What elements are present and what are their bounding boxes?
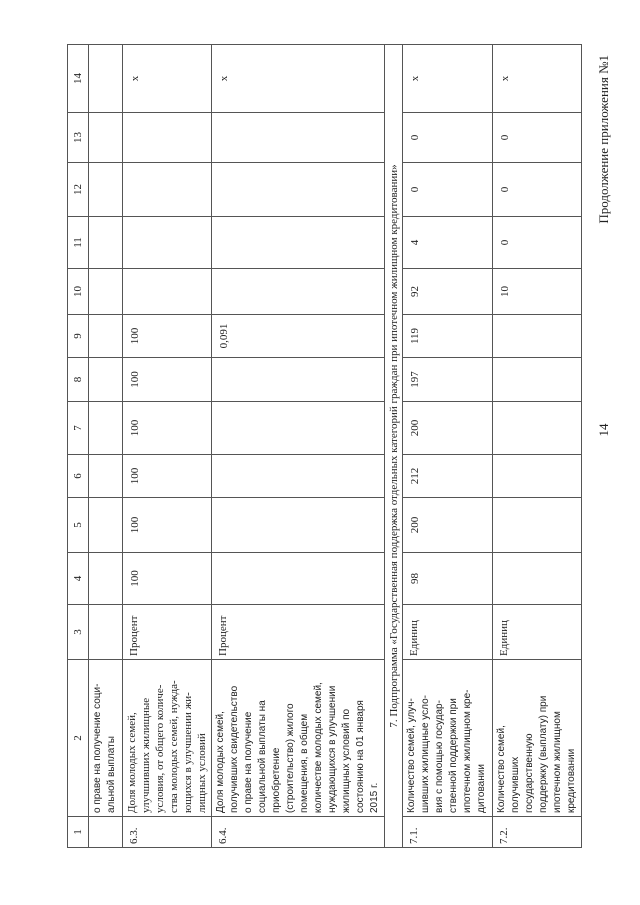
value-cell: 100: [122, 401, 212, 455]
column-header: 14: [67, 44, 89, 113]
unit: [88, 604, 123, 660]
column-header: 3: [67, 604, 89, 660]
indicator-name: Доля молодых семей, улучшивших жилищные …: [122, 659, 212, 817]
value-cell: x: [492, 44, 582, 113]
row-number: 7.1.: [402, 816, 493, 848]
value-cell: 119: [402, 314, 493, 358]
value-cell: [492, 314, 582, 358]
value-cell: 0: [492, 112, 582, 163]
unit: Единиц: [492, 604, 582, 660]
value-cell: 100: [122, 357, 212, 402]
value-cell: [492, 357, 582, 402]
value-cell: [211, 454, 385, 498]
column-header: 12: [67, 162, 89, 217]
value-cell: 0: [402, 112, 493, 163]
table-row: 6.3. Доля молодых семей, улучшивших жилищ…: [122, 44, 212, 848]
column-header: 11: [67, 216, 89, 269]
value-cell: 100: [122, 552, 212, 605]
value-cell: [492, 552, 582, 605]
indicators-table: 1 2 3 4 5 6 7 8 9 10 11 12 13 14 о праве на получение …: [67, 44, 582, 848]
value-cell: 200: [402, 401, 493, 455]
value-cell: 4: [402, 216, 493, 269]
value-cell: 0: [492, 162, 582, 217]
table-row: 7.2. Количество семей, получивших государ…: [492, 44, 582, 848]
subprogram-row: 7. Подпрограмма «Государственная поддерж…: [384, 44, 403, 848]
value-cell: [211, 216, 385, 269]
value-cell: x: [211, 44, 385, 113]
value-cell: 98: [402, 552, 493, 605]
continuation-label: Продолжение приложения №1: [596, 55, 611, 224]
value-cell: [492, 401, 582, 455]
value-cell: 0,091: [211, 314, 385, 358]
value-cell: [211, 552, 385, 605]
column-header: 10: [67, 268, 89, 315]
value-cell: [88, 314, 123, 358]
column-header: 1: [67, 816, 89, 848]
column-header: 13: [67, 112, 89, 163]
indicator-name: Доля молодых семей, получивших свидетель…: [211, 659, 385, 817]
value-cell: 100: [122, 314, 212, 358]
value-cell: x: [122, 44, 212, 113]
value-cell: [122, 268, 212, 315]
table-row: о праве на получение соци- альной выплат…: [88, 44, 123, 848]
subprogram-title: 7. Подпрограмма «Государственная поддерж…: [384, 44, 403, 848]
indicator-name: Количество семей, улуч- шивших жилищные …: [402, 659, 493, 817]
value-cell: 200: [402, 497, 493, 553]
indicator-name: Количество семей, получивших государстве…: [492, 659, 582, 817]
value-cell: 212: [402, 454, 493, 498]
row-number: 6.3.: [122, 816, 212, 848]
column-header: 7: [67, 401, 89, 455]
row-number: 7.2.: [492, 816, 582, 848]
column-header: 5: [67, 497, 89, 553]
value-cell: 92: [402, 268, 493, 315]
value-cell: [88, 357, 123, 402]
value-cell: [88, 112, 123, 163]
row-number: 6.4.: [211, 816, 385, 848]
unit: Процент: [211, 604, 385, 660]
value-cell: [492, 497, 582, 553]
value-cell: x: [402, 44, 493, 113]
unit: Единиц: [402, 604, 493, 660]
value-cell: [211, 162, 385, 217]
value-cell: [122, 112, 212, 163]
header-row: 1 2 3 4 5 6 7 8 9 10 11 12 13 14: [67, 44, 89, 848]
column-header: 2: [67, 659, 89, 817]
value-cell: [88, 268, 123, 315]
value-cell: [211, 112, 385, 163]
value-cell: 100: [122, 497, 212, 553]
value-cell: 0: [402, 162, 493, 217]
value-cell: [88, 454, 123, 498]
value-cell: [211, 268, 385, 315]
column-header: 6: [67, 454, 89, 498]
value-cell: [211, 497, 385, 553]
value-cell: [122, 162, 212, 217]
value-cell: [211, 401, 385, 455]
value-cell: [88, 216, 123, 269]
value-cell: 100: [122, 454, 212, 498]
row-number: [88, 816, 123, 848]
value-cell: [211, 357, 385, 402]
unit: Процент: [122, 604, 212, 660]
value-cell: [88, 552, 123, 605]
table-row: 6.4. Доля молодых семей, получивших свиде…: [211, 44, 385, 848]
value-cell: 0: [492, 216, 582, 269]
page-number: 14: [596, 423, 611, 437]
column-header: 4: [67, 552, 89, 605]
value-cell: 10: [492, 268, 582, 315]
value-cell: [492, 454, 582, 498]
value-cell: [122, 216, 212, 269]
value-cell: [88, 497, 123, 553]
value-cell: [88, 44, 123, 113]
table-row: 7.1. Количество семей, улуч- шивших жилищ…: [402, 44, 493, 848]
value-cell: [88, 401, 123, 455]
column-header: 9: [67, 314, 89, 358]
column-header: 8: [67, 357, 89, 402]
value-cell: [88, 162, 123, 217]
indicator-name: о праве на получение соци- альной выплат…: [88, 659, 123, 817]
value-cell: 197: [402, 357, 493, 402]
